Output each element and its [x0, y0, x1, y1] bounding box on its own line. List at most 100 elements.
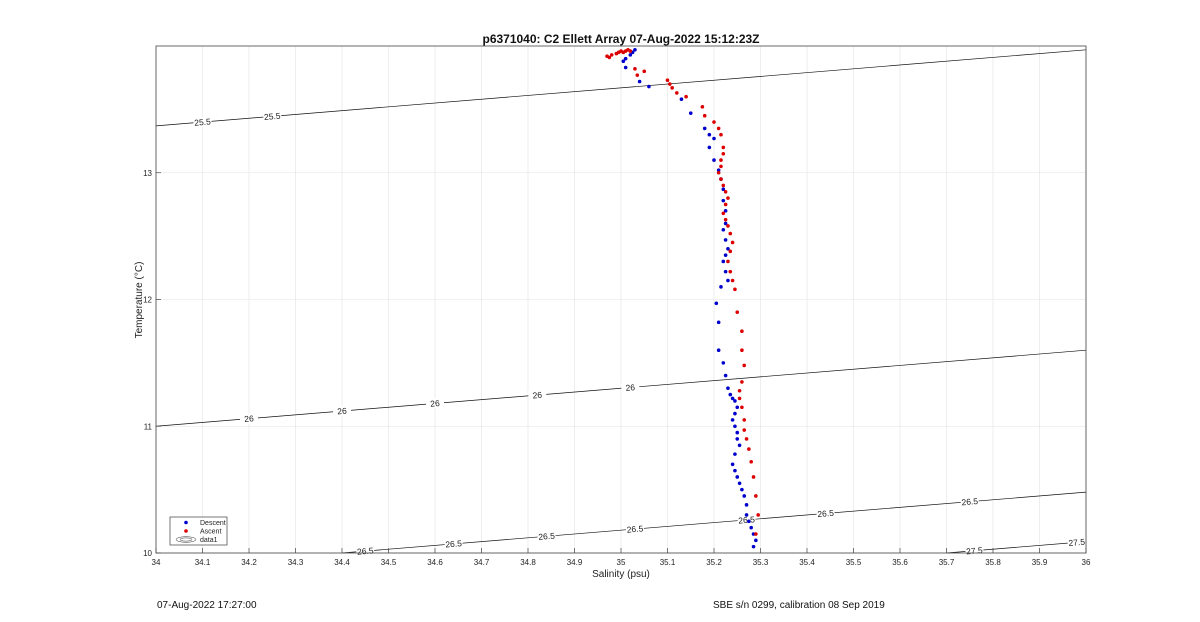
contour-label-bg	[960, 495, 980, 508]
contour-label: 27.5	[966, 545, 984, 556]
data-point	[726, 196, 730, 200]
data-point	[633, 48, 637, 52]
data-point	[609, 53, 614, 57]
x-tick-label: 34.6	[427, 558, 443, 567]
data-point	[744, 437, 749, 441]
x-tick-label: 34.3	[288, 558, 304, 567]
x-tick-label: 35.3	[753, 558, 769, 567]
data-point	[668, 82, 672, 86]
contour-label: 26.5	[445, 538, 463, 549]
contour-label: 26.5	[817, 508, 835, 519]
data-point	[714, 301, 719, 306]
data-point	[721, 187, 726, 192]
data-point	[735, 475, 740, 479]
data-point	[719, 132, 723, 137]
legend-descent-label: Descent	[200, 520, 226, 527]
data-point	[728, 392, 733, 397]
data-point	[730, 462, 735, 467]
data-point	[642, 69, 647, 74]
ts-diagram-chart: p6371040: C2 Ellett Array 07-Aug-2022 15…	[134, 32, 1091, 580]
data-point	[728, 249, 733, 254]
contour-label: 25.5	[194, 116, 212, 127]
data-point	[751, 475, 756, 479]
data-point	[728, 269, 733, 274]
contour-label-bg	[816, 507, 835, 520]
data-point	[719, 285, 723, 289]
data-point	[747, 447, 751, 451]
data-point	[688, 111, 693, 115]
data-point	[754, 532, 758, 536]
x-tick-label: 35.1	[660, 558, 676, 567]
axes	[155, 45, 1087, 554]
x-tick-label: 34.1	[195, 558, 211, 567]
data-point	[716, 348, 721, 353]
data-point	[716, 320, 721, 325]
data-point	[635, 73, 640, 77]
x-tick-label: 34.2	[241, 558, 257, 567]
data-point	[735, 310, 740, 314]
data-point	[684, 94, 688, 99]
data-point	[723, 208, 728, 213]
data-point	[730, 278, 735, 283]
contour-label: 26.5	[738, 514, 756, 525]
x-tick-label: 35	[617, 558, 626, 567]
data-point	[740, 348, 744, 353]
contour-label-bg	[737, 514, 756, 526]
data-point	[740, 329, 744, 333]
contour-label-bg	[1067, 536, 1087, 549]
data-point	[707, 132, 712, 137]
data-point	[756, 513, 760, 517]
contour-label: 26	[532, 390, 543, 401]
footer-calibration: SBE s/n 0299, calibration 08 Sep 2019	[713, 600, 885, 611]
x-tick-label: 35.7	[939, 558, 955, 567]
grid	[155, 46, 1087, 554]
contour-label: 26.5	[961, 496, 979, 507]
x-axis-label: Salinity (psu)	[592, 569, 650, 580]
data-point	[735, 405, 740, 410]
data-point	[740, 487, 744, 492]
data-point	[628, 53, 633, 57]
x-tick-label: 35.9	[1032, 558, 1048, 567]
data-point	[740, 380, 744, 384]
footer-timestamp: 07-Aug-2022 17:27:00	[157, 600, 257, 611]
data-point	[721, 151, 726, 156]
data-point	[721, 198, 726, 203]
data-point	[749, 525, 753, 530]
data-point	[719, 164, 723, 169]
x-tick-label: 34.8	[520, 558, 536, 567]
contour-label: 27.5	[1068, 537, 1086, 548]
data-point	[737, 481, 742, 486]
data-point	[721, 259, 726, 264]
data-point	[712, 120, 716, 124]
y-tick-label: 13	[143, 169, 152, 178]
data-point	[723, 189, 728, 194]
density-contour-labels: 25.5 25.5 26 26 26 26 26 26.5 26.5 26.5 26.5 26.5 26…	[193, 110, 1087, 557]
data-point	[744, 503, 749, 507]
data-point	[737, 443, 742, 448]
data-point	[675, 91, 679, 95]
data-point	[723, 202, 728, 207]
data-point	[719, 158, 723, 162]
contour-label-bg	[425, 397, 445, 410]
data-point	[742, 418, 747, 422]
data-point	[633, 67, 637, 71]
data-point	[712, 136, 716, 141]
data-point	[754, 494, 758, 498]
data-point	[637, 79, 642, 84]
data-point	[733, 452, 737, 456]
contour-label-bg	[332, 405, 352, 417]
data-point	[623, 56, 628, 61]
contour-label: 26	[337, 406, 348, 417]
data-point	[679, 97, 684, 102]
contour-label-bg	[262, 110, 282, 123]
data-point	[721, 361, 726, 365]
data-point	[726, 259, 730, 264]
x-tick-label: 34.9	[567, 558, 583, 567]
density-contour-line	[155, 49, 1087, 127]
data-point	[623, 65, 628, 70]
x-tick-label: 35.8	[985, 558, 1001, 567]
contour-label-bg	[537, 530, 556, 542]
x-tick-label: 35.5	[846, 558, 862, 567]
x-tick-label: 36	[1082, 558, 1091, 567]
data-point	[723, 238, 728, 242]
